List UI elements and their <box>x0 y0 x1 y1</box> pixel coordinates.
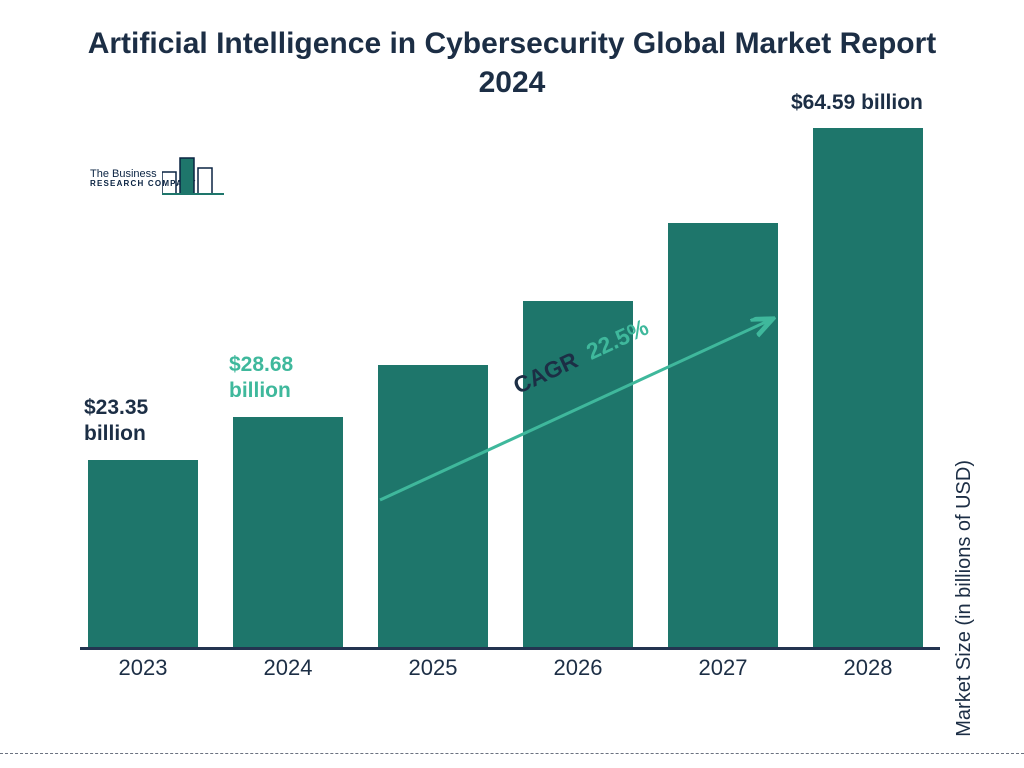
bar-2028: 2028 <box>813 128 923 647</box>
value-label-2023: $23.35billion <box>84 395 204 448</box>
bar-category-label: 2023 <box>88 655 198 681</box>
bar-category-label: 2026 <box>523 655 633 681</box>
bar-2024: 2024 <box>233 417 343 647</box>
bar-category-label: 2024 <box>233 655 343 681</box>
bar-2025: 2025 <box>378 365 488 647</box>
bar-category-label: 2025 <box>378 655 488 681</box>
bar-2027: 2027 <box>668 223 778 647</box>
y-axis-label: Market Size (in billions of USD) <box>953 460 976 737</box>
bar-2023: 2023 <box>88 460 198 648</box>
value-label-2028: $64.59 billion <box>791 90 961 116</box>
bar-category-label: 2028 <box>813 655 923 681</box>
bars-container: 202320242025202620272028$23.35billion$28… <box>80 120 940 650</box>
footer-divider <box>0 753 1024 754</box>
bar-category-label: 2027 <box>668 655 778 681</box>
chart-area: 2023 2024 2025 2026 2027 2028 $23.35billion $28… <box>80 120 960 690</box>
value-label-2024: $28.68billion <box>229 352 349 405</box>
